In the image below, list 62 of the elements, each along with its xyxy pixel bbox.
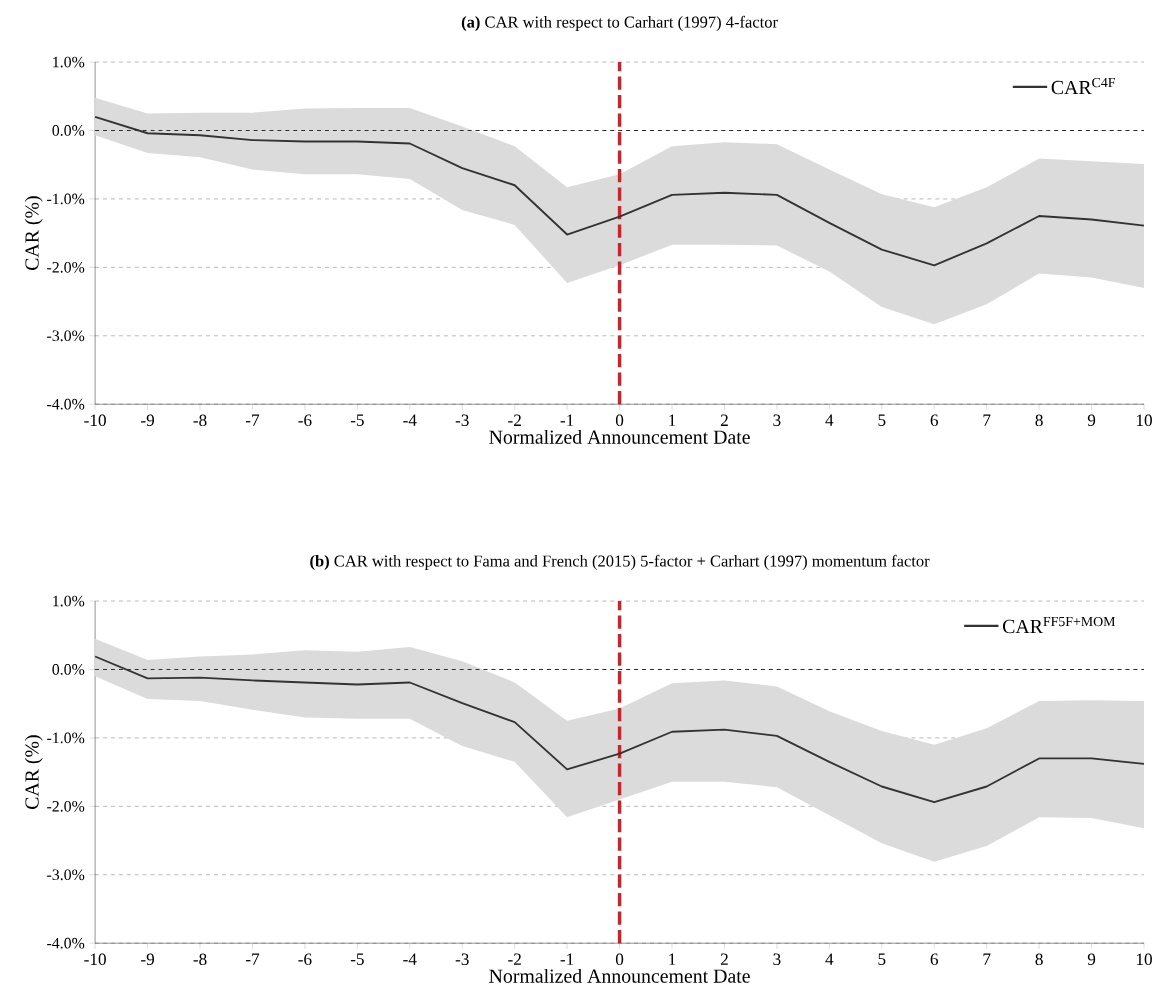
x-tick-label: -2 [508,414,521,427]
y-tick-label: -3.0% [47,330,85,342]
chart-title: (a) CAR with respect to Carhart (1997) 4-factor [461,16,778,32]
x-axis-title: Normalized Announcement Date [489,430,750,444]
y-tick-label: -2.0% [47,262,85,273]
x-tick-label: 4 [825,953,834,965]
y-tick-label: 0.0% [52,664,85,676]
x-tick-label: -10 [84,953,106,966]
legend-label: CAR$^{C4F}$ [1051,78,1115,95]
y-tick-label: -3.0% [47,869,85,881]
x-tick-label: -8 [193,953,207,966]
x-tick-label: 3 [773,414,781,427]
x-tick-label: -6 [298,414,312,427]
x-tick-label: -7 [245,953,260,965]
x-tick-label: 10 [1136,953,1152,966]
x-tick-label: -10 [84,414,106,427]
x-tick-label: -5 [350,414,364,427]
x-tick-label: 2 [720,953,728,966]
x-axis-title: Normalized Announcement Date [489,969,750,983]
x-tick-label: 5 [878,414,886,427]
x-tick-label: -7 [245,414,260,426]
x-tick-label: 2 [720,414,728,427]
x-tick-label: 7 [983,414,991,426]
chart-title: (b) CAR with respect to Fama and French (2015) 5-factor + Carhart (1997) momentum factor [310,554,930,571]
x-tick-label: 0 [615,953,624,966]
y-axis-title: CAR (%) [24,196,43,271]
legend-label: CAR$^{FF5F+MOM}$ [1002,617,1116,634]
x-tick-label: 3 [773,953,781,966]
x-tick-label: 4 [825,414,834,426]
x-tick-label: 9 [1087,414,1096,427]
x-tick-label: 7 [983,953,991,965]
x-tick-label: 10 [1136,414,1152,427]
x-tick-label: -9 [141,414,154,427]
y-axis-title: CAR (%) [24,735,43,810]
x-tick-label: -1 [560,953,574,965]
x-tick-label: 0 [615,414,624,427]
x-tick-label: -9 [141,953,154,966]
x-tick-label: 8 [1035,953,1043,966]
x-tick-label: 1 [669,953,676,965]
y-tick-label: 1.0% [53,595,85,607]
x-tick-label: 6 [930,414,939,427]
x-tick-label: 9 [1087,953,1096,966]
x-tick-label: 6 [930,953,939,966]
x-tick-label: -6 [298,953,312,966]
x-tick-label: 5 [878,953,886,966]
x-tick-label: -2 [508,953,521,966]
x-tick-label: 8 [1035,414,1043,427]
x-tick-label: -8 [193,414,207,427]
y-tick-label: -1.0% [47,193,85,205]
x-tick-label: -3 [455,414,469,427]
x-tick-label: -4 [403,953,417,965]
x-tick-label: 1 [669,414,676,427]
y-tick-label: -1.0% [47,732,85,744]
y-tick-label: 0.0% [52,125,85,137]
y-tick-label: -2.0% [47,801,85,812]
x-tick-label: -1 [560,414,574,427]
y-tick-label: 1.0% [53,56,85,68]
x-tick-label: -5 [350,953,364,966]
y-tick-label: -4.0% [47,398,85,410]
x-tick-label: -4 [403,414,417,426]
x-tick-label: -3 [455,953,469,966]
y-tick-label: -4.0% [47,937,85,949]
